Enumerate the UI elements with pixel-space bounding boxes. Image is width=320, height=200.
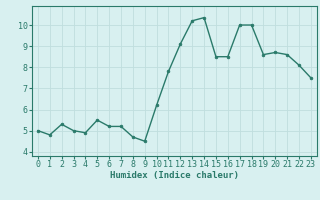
X-axis label: Humidex (Indice chaleur): Humidex (Indice chaleur)	[110, 171, 239, 180]
